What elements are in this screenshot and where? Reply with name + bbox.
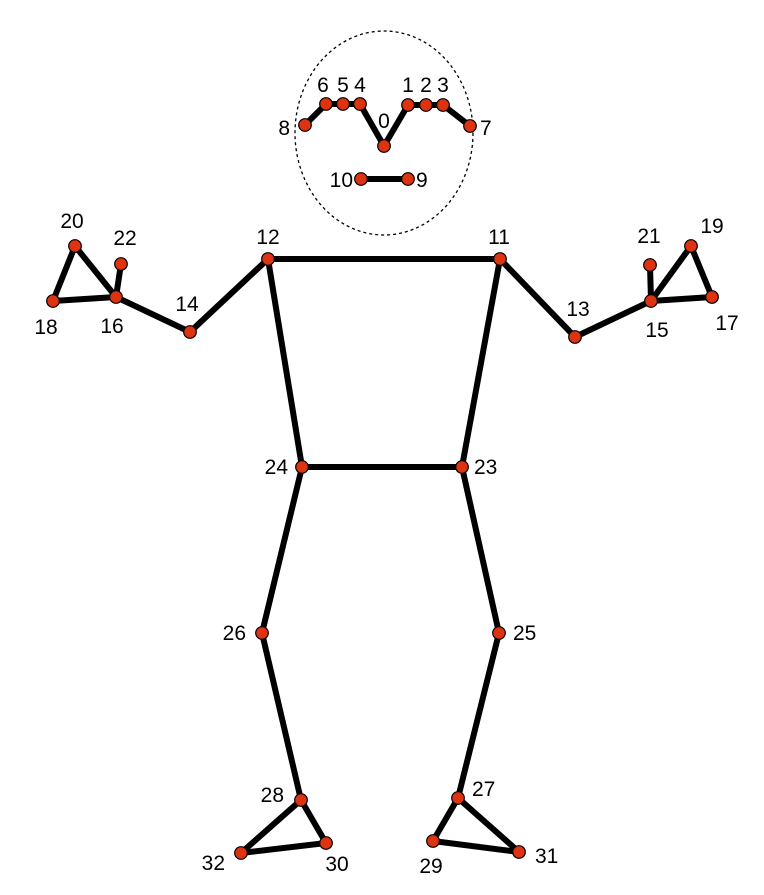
connection-14-16 — [113, 294, 193, 335]
joint-label-23: 23 — [474, 456, 497, 479]
head-outline — [294, 30, 474, 236]
joint-22 — [114, 257, 128, 271]
joint-label-8: 8 — [278, 117, 290, 140]
joint-10 — [354, 172, 368, 186]
joint-label-9: 9 — [416, 169, 428, 192]
connection-23-25 — [459, 464, 502, 636]
joint-4 — [353, 97, 367, 111]
joint-label-22: 22 — [113, 227, 136, 250]
joint-1 — [401, 98, 415, 112]
joint-17 — [705, 290, 719, 304]
joint-11 — [493, 252, 507, 266]
joint-label-15: 15 — [645, 319, 668, 342]
joint-5 — [336, 97, 350, 111]
joint-29 — [426, 834, 440, 848]
joint-label-6: 6 — [317, 74, 329, 97]
connection-0-1 — [381, 102, 411, 149]
joint-label-32: 32 — [202, 852, 225, 875]
joint-label-26: 26 — [223, 622, 246, 645]
joint-30 — [319, 836, 333, 850]
connection-28-32 — [238, 797, 304, 856]
connection-15-17 — [648, 294, 715, 304]
joint-18 — [46, 294, 60, 308]
connection-30-32 — [238, 840, 329, 856]
joint-label-1: 1 — [402, 74, 414, 97]
connection-15-19 — [648, 243, 694, 304]
joint-13 — [568, 330, 582, 344]
joint-27 — [451, 791, 465, 805]
joint-label-0: 0 — [378, 110, 390, 133]
joint-0 — [377, 139, 391, 153]
connection-25-27 — [455, 630, 502, 801]
joint-3 — [436, 98, 450, 112]
joint-label-25: 25 — [513, 622, 536, 645]
joint-label-16: 16 — [100, 315, 123, 338]
connection-26-28 — [259, 630, 304, 803]
joint-label-12: 12 — [256, 226, 279, 249]
joint-label-10: 10 — [330, 169, 353, 192]
joint-24 — [295, 460, 309, 474]
connection-12-14 — [187, 256, 271, 335]
connection-16-20 — [72, 243, 119, 300]
joint-8 — [298, 118, 312, 132]
joint-16 — [109, 290, 123, 304]
joint-6 — [319, 97, 333, 111]
joint-label-31: 31 — [535, 845, 558, 868]
joint-label-24: 24 — [265, 456, 289, 479]
connection-11-13 — [497, 256, 578, 340]
joint-label-5: 5 — [337, 74, 349, 97]
joint-7 — [463, 119, 477, 133]
joint-31 — [512, 845, 526, 859]
joint-21 — [643, 258, 657, 272]
connection-11-23 — [459, 256, 503, 470]
joint-label-27: 27 — [472, 778, 495, 801]
joint-23 — [455, 460, 469, 474]
connection-24-26 — [259, 464, 305, 636]
connection-27-31 — [455, 795, 522, 855]
connection-28-30 — [298, 797, 329, 846]
joint-label-28: 28 — [261, 784, 284, 807]
connection-16-18 — [50, 294, 119, 304]
joint-label-14: 14 — [175, 293, 199, 316]
skeleton-connections — [50, 101, 715, 856]
joint-label-3: 3 — [437, 74, 449, 97]
connection-17-19 — [688, 243, 715, 300]
joint-19 — [684, 239, 698, 253]
joint-label-29: 29 — [419, 855, 442, 878]
joint-label-21: 21 — [637, 225, 660, 248]
joint-label-17: 17 — [715, 312, 738, 335]
joint-25 — [492, 626, 506, 640]
joint-12 — [261, 252, 275, 266]
joint-label-18: 18 — [34, 316, 57, 339]
joint-9 — [401, 172, 415, 186]
connection-27-29 — [430, 795, 461, 844]
connection-29-31 — [430, 838, 522, 855]
joint-label-19: 19 — [700, 215, 723, 238]
joint-32 — [234, 846, 248, 860]
connection-12-24 — [265, 256, 305, 470]
joint-label-4: 4 — [354, 74, 366, 97]
connection-0-4 — [357, 101, 387, 149]
joint-label-2: 2 — [420, 74, 432, 97]
joint-28 — [294, 793, 308, 807]
joint-label-13: 13 — [566, 298, 589, 321]
connection-13-15 — [572, 298, 654, 340]
joint-2 — [419, 98, 433, 112]
joint-15 — [644, 294, 658, 308]
joint-label-30: 30 — [325, 853, 348, 876]
skeleton-joints — [46, 97, 719, 860]
connection-18-20 — [50, 243, 78, 304]
joint-label-11: 11 — [488, 226, 510, 249]
joint-label-20: 20 — [60, 210, 83, 233]
joint-26 — [255, 626, 269, 640]
joint-label-7: 7 — [480, 117, 492, 140]
joint-20 — [68, 239, 82, 253]
joint-14 — [183, 325, 197, 339]
